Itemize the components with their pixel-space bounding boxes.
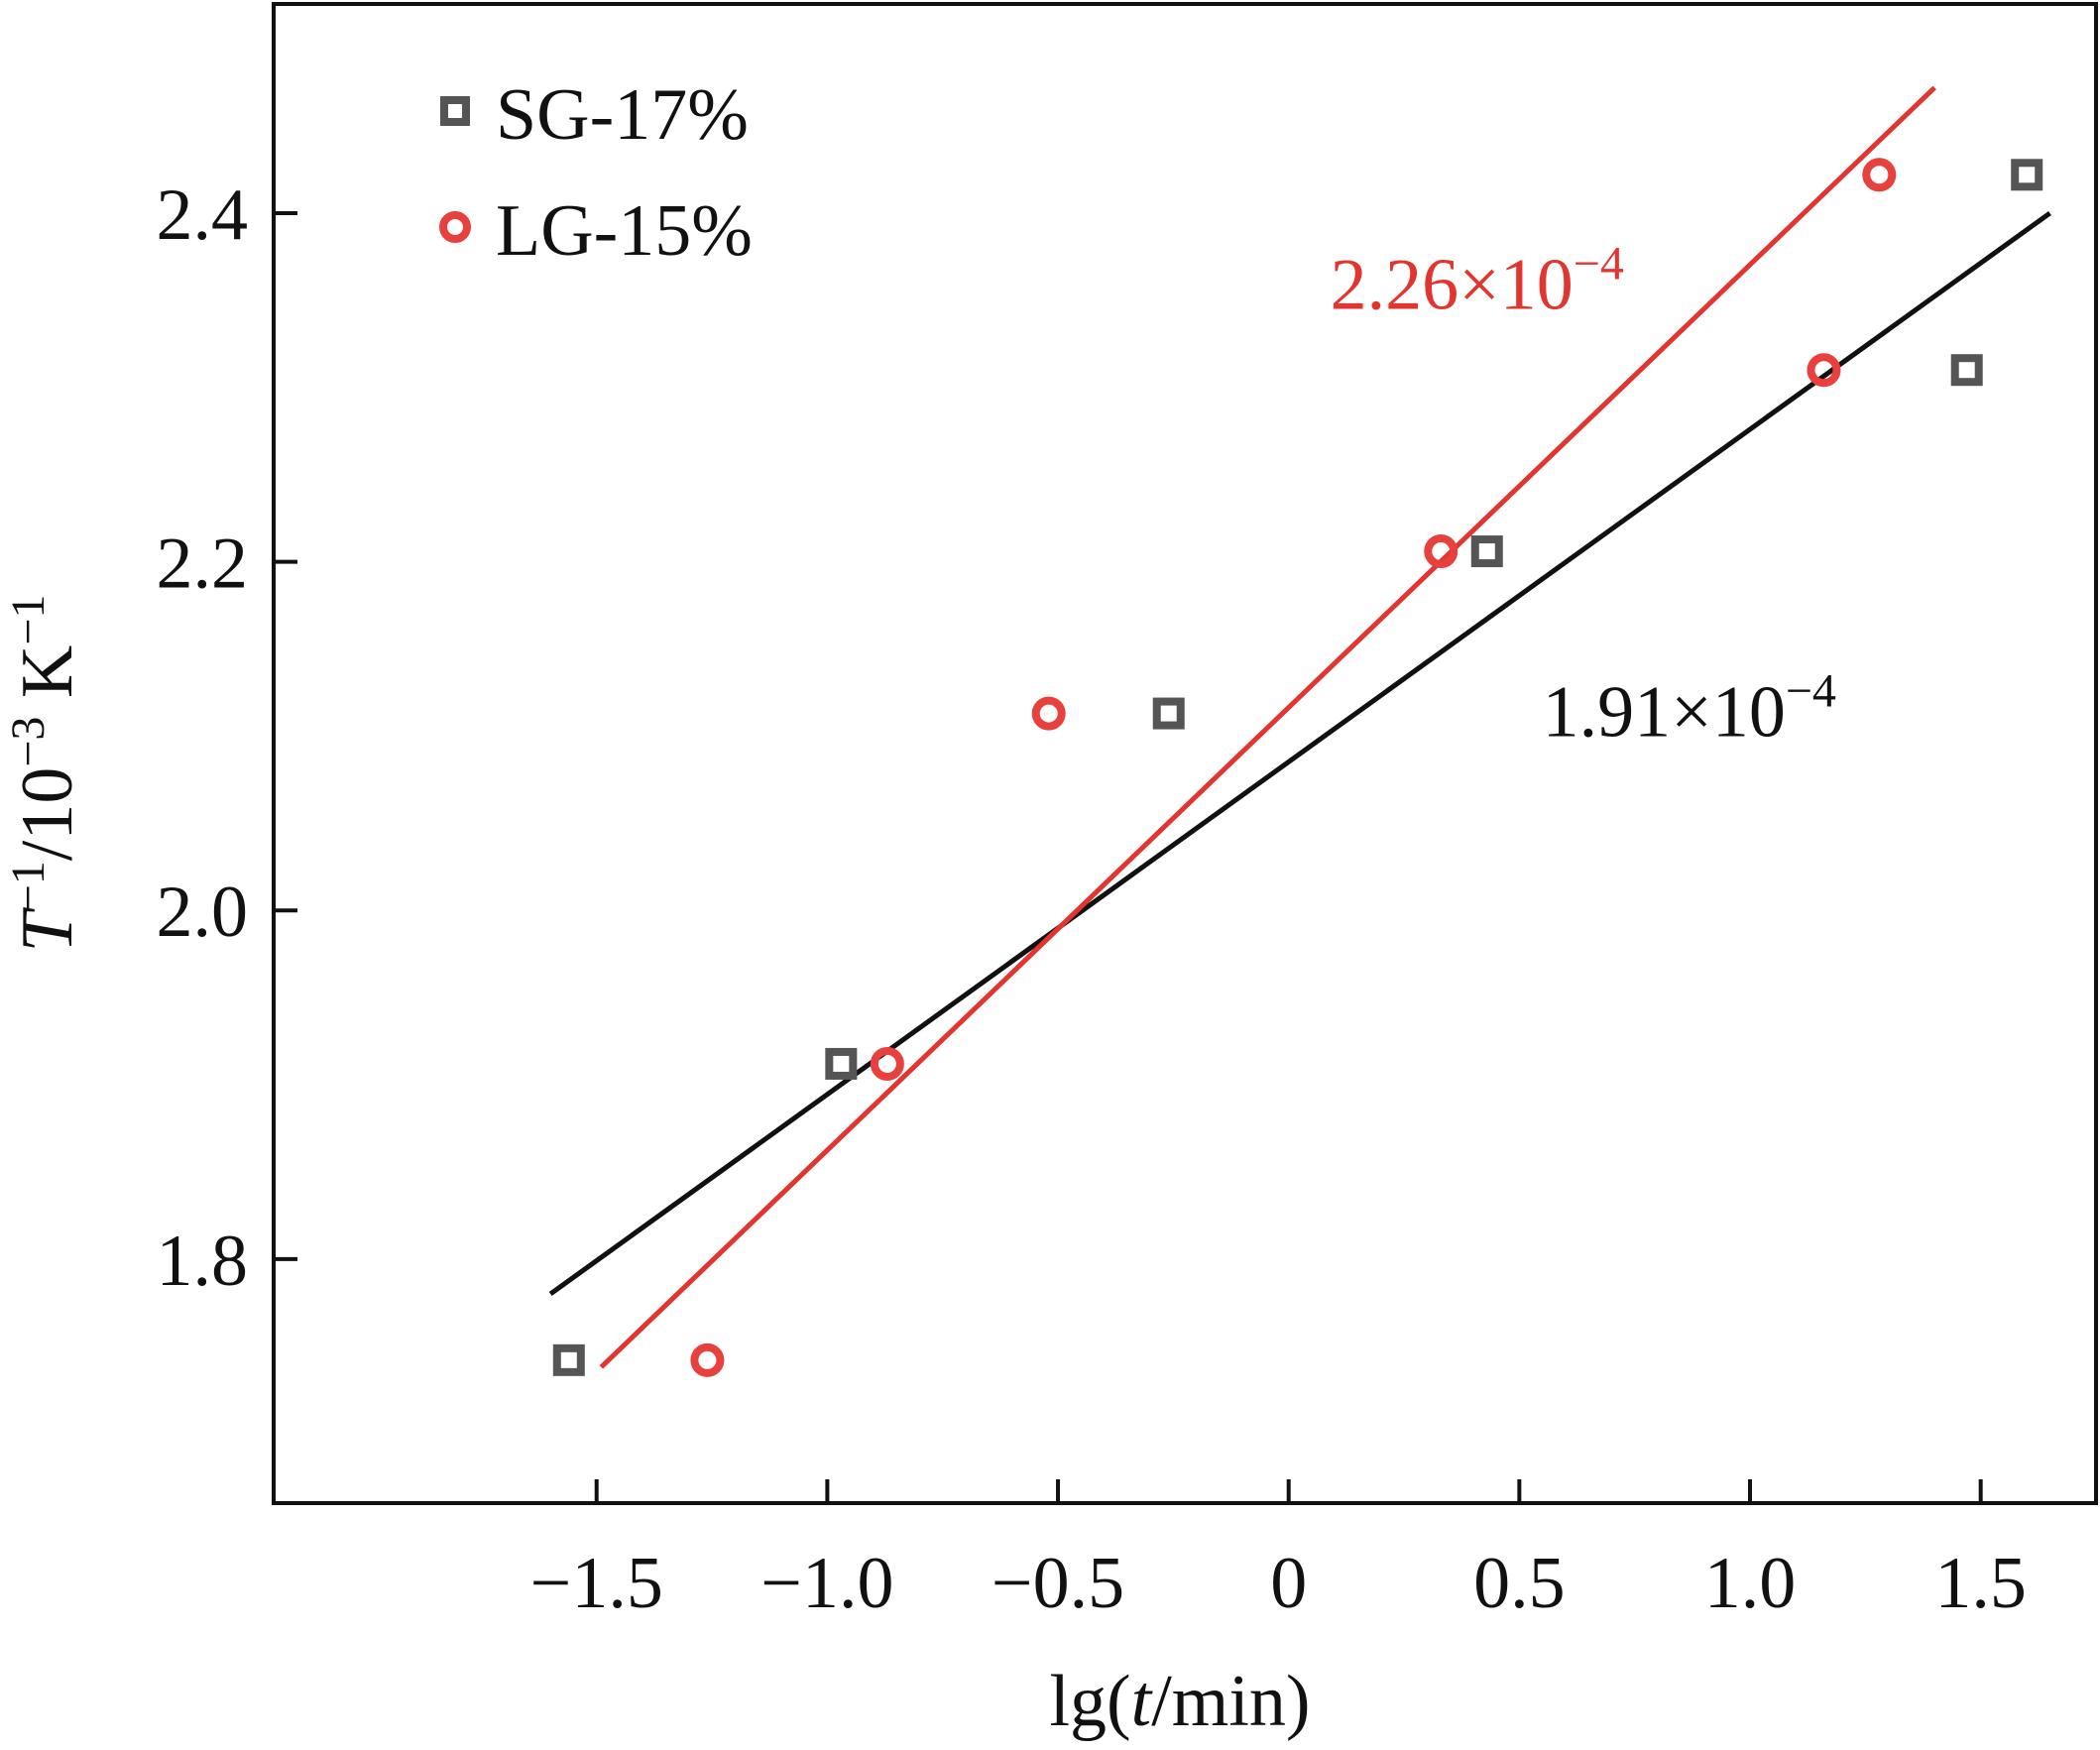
y-axis-title-sup2: −3 [2, 717, 55, 767]
data-point-sg [2011, 159, 2043, 191]
data-point-sg [1470, 535, 1503, 568]
y-axis-title-mid: /10 [7, 767, 88, 862]
y-axis-title-sup3: −1 [2, 595, 55, 645]
x-tick-label: −1.0 [760, 1543, 893, 1624]
slope-label-sg: 1.91×10−4 [1543, 664, 1836, 753]
slope-label-sg-exponent: −4 [1786, 664, 1836, 717]
legend-marker-lg [439, 211, 471, 243]
data-point-sg [552, 1343, 585, 1376]
x-tick-label: −0.5 [992, 1543, 1124, 1624]
fit-line-lg [599, 85, 1936, 1369]
fit-line-sg [548, 210, 2051, 1297]
x-axis-title-prefix: lg( [1049, 1661, 1130, 1742]
slope-label-lg-exponent: −4 [1574, 238, 1624, 291]
y-tick-label: 2.0 [157, 872, 249, 953]
legend: SG-17% LG-15% [439, 74, 753, 272]
data-point-sg [825, 1047, 858, 1080]
fit-lines [548, 85, 2051, 1369]
legend-label-lg: LG-15% [496, 190, 753, 272]
y-tick-label: 2.2 [157, 524, 249, 605]
plot-frame [272, 2, 2098, 1505]
data-points [552, 158, 2043, 1377]
x-tick-label: 1.5 [1934, 1543, 2027, 1624]
x-tick-label: 1.0 [1704, 1543, 1797, 1624]
x-axis-title-suffix: /min) [1151, 1661, 1310, 1742]
axis-tick-labels: −1.5 −1.0 −0.5 0 0.5 1.0 1.5 1.8 2.0 2.2 2.4 [157, 175, 2027, 1624]
legend-label-sg: SG-17% [496, 74, 749, 156]
y-axis-title-italic: T [7, 906, 88, 952]
slope-label-lg: 2.26×10−4 [1331, 238, 1624, 326]
slope-label-sg-base: 1.91×10 [1543, 671, 1786, 753]
y-axis-title: T−1/10−3 K−1 [2, 595, 88, 953]
axis-ticks [274, 210, 1983, 1503]
data-point-lg [1807, 353, 1841, 388]
slope-label-lg-base: 2.26×10 [1331, 245, 1574, 326]
data-point-sg [1950, 354, 1983, 387]
data-point-lg [1862, 158, 1897, 192]
data-point-lg [1424, 534, 1458, 569]
data-point-lg [870, 1046, 904, 1081]
x-axis-title-italic: t [1131, 1661, 1154, 1742]
data-point-lg [690, 1342, 725, 1377]
y-tick-label: 1.8 [157, 1221, 249, 1302]
data-point-lg [1031, 696, 1066, 731]
legend-marker-sg [440, 96, 470, 126]
x-tick-label: 0 [1270, 1543, 1307, 1624]
y-axis-title-sup1: −1 [2, 861, 55, 911]
y-tick-label: 2.4 [157, 175, 249, 256]
y-axis-title-unit: K [7, 645, 88, 717]
data-point-sg [1152, 697, 1185, 730]
x-axis-title: lg(t/min) [1049, 1661, 1310, 1742]
x-tick-label: −1.5 [530, 1543, 663, 1624]
x-tick-label: 0.5 [1473, 1543, 1566, 1624]
